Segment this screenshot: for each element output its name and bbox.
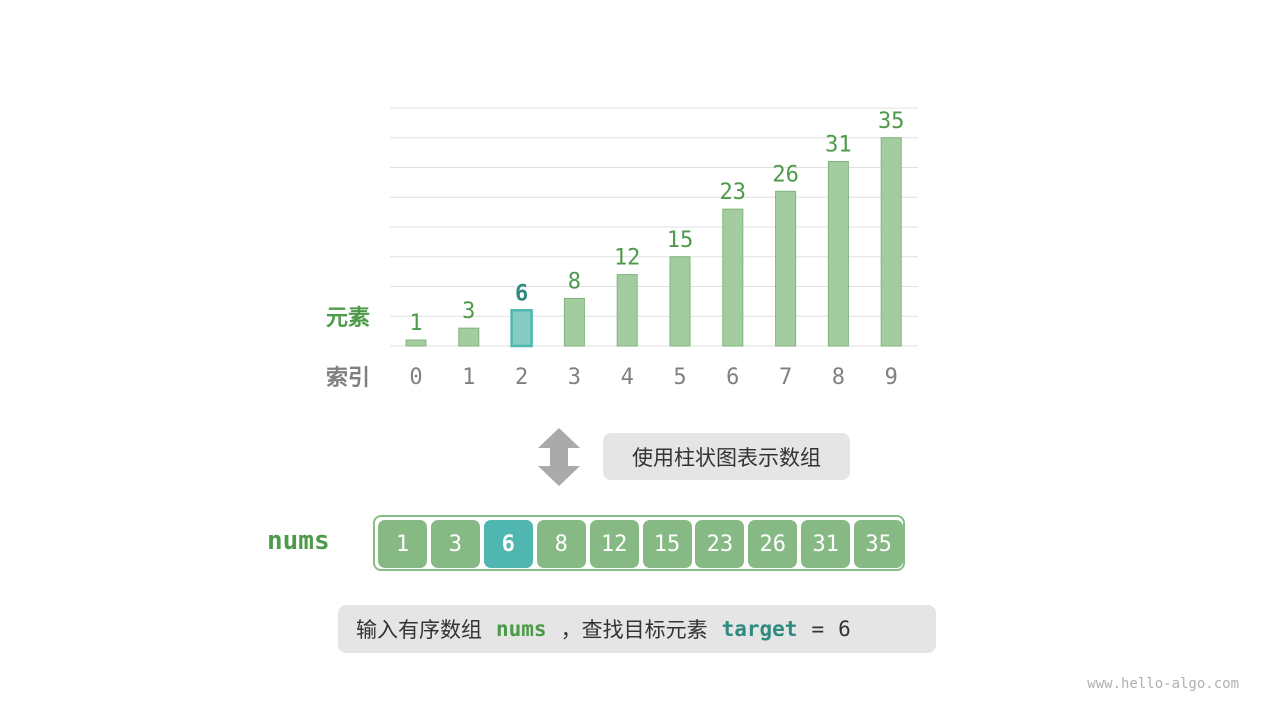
index-tick-label: 8 [832,365,845,390]
array-cell: 31 [801,520,851,568]
bar-value-label: 15 [667,228,694,253]
bar-value-label: 23 [720,180,747,205]
array-cell: 15 [642,520,692,568]
footer-url: www.hello-algo.com [1087,676,1239,692]
bar-value-label: 12 [614,246,641,271]
array-cell: 26 [748,520,798,568]
description-value: 6 [838,617,851,641]
index-tick-label: 7 [779,365,792,390]
bar-value-label: 31 [825,133,852,158]
array-cell: 6 [483,520,533,568]
array-name: nums [267,526,330,556]
bar-value-label: 26 [772,162,799,187]
bar [775,190,797,347]
index-tick-label: 0 [409,365,422,390]
index-tick-label: 1 [462,365,475,390]
index-tick-label: 4 [621,365,634,390]
bar [616,274,638,347]
array-cell: 23 [695,520,745,568]
bar [827,161,849,347]
bar-value-label: 35 [878,109,905,134]
double-arrow-vertical-icon [538,428,580,486]
description-middle: ，查找目标元素 [560,618,708,642]
array-cell: 12 [589,520,639,568]
caption-box: 使用柱状图表示数组 [603,433,850,480]
description-var: nums [496,617,547,641]
description-eq: = [811,617,825,641]
bar [880,137,902,347]
index-tick-label: 9 [885,365,898,390]
bar [669,256,691,347]
array-cell: 1 [378,520,427,568]
bar [563,297,585,347]
array-cell: 3 [430,520,480,568]
bar [405,339,427,347]
bar-value-label: 1 [409,311,422,336]
index-tick-label: 2 [515,365,528,390]
y-axis-label: 元素 [326,306,371,331]
bar-value-label: 3 [462,299,475,324]
description-target: target [721,617,798,641]
caption-text: 使用柱状图表示数组 [632,445,821,470]
description-box: 输入有序数组 nums ，查找目标元素 target = 6 [338,605,936,653]
bar-value-label: 8 [568,269,581,294]
index-tick-label: 5 [673,365,686,390]
bar [458,327,480,347]
array-cell: 8 [536,520,586,568]
description-prefix: 输入有序数组 [356,618,482,642]
bar [510,309,533,348]
bar-value-label: 6 [515,281,528,306]
bar [722,208,744,347]
array-cell: 35 [854,520,904,568]
array-container [373,515,905,571]
x-axis-label: 索引 [326,366,371,391]
index-tick-label: 6 [726,365,739,390]
index-tick-label: 3 [568,365,581,390]
